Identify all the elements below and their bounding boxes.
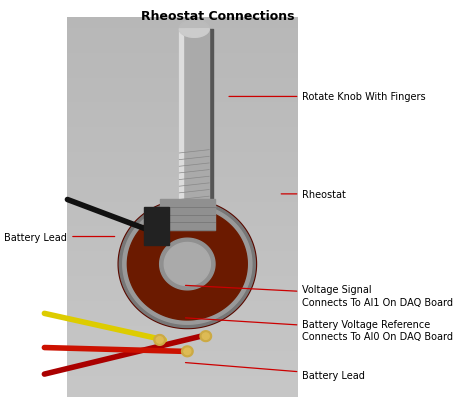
Polygon shape — [202, 333, 209, 339]
Polygon shape — [123, 204, 252, 324]
Polygon shape — [154, 335, 165, 345]
Polygon shape — [144, 208, 169, 245]
Polygon shape — [160, 239, 215, 290]
Polygon shape — [119, 201, 255, 328]
Text: Rheostat: Rheostat — [281, 190, 346, 199]
Polygon shape — [164, 243, 210, 286]
Polygon shape — [184, 348, 191, 355]
Polygon shape — [179, 30, 209, 38]
Polygon shape — [128, 209, 247, 320]
Text: Battery Voltage Reference
Connects To AI0 On DAQ Board: Battery Voltage Reference Connects To AI… — [185, 318, 453, 341]
Text: Battery Lead: Battery Lead — [4, 232, 115, 242]
Polygon shape — [200, 331, 211, 342]
Polygon shape — [182, 346, 193, 357]
Text: Voltage Signal
Connects To AI1 On DAQ Board: Voltage Signal Connects To AI1 On DAQ Bo… — [185, 284, 453, 307]
Text: Rotate Knob With Fingers: Rotate Knob With Fingers — [229, 92, 426, 102]
Text: Rheostat Connections: Rheostat Connections — [141, 10, 294, 23]
Polygon shape — [156, 337, 163, 343]
Text: Battery Lead: Battery Lead — [185, 363, 365, 379]
Polygon shape — [118, 200, 256, 329]
Polygon shape — [179, 21, 209, 38]
